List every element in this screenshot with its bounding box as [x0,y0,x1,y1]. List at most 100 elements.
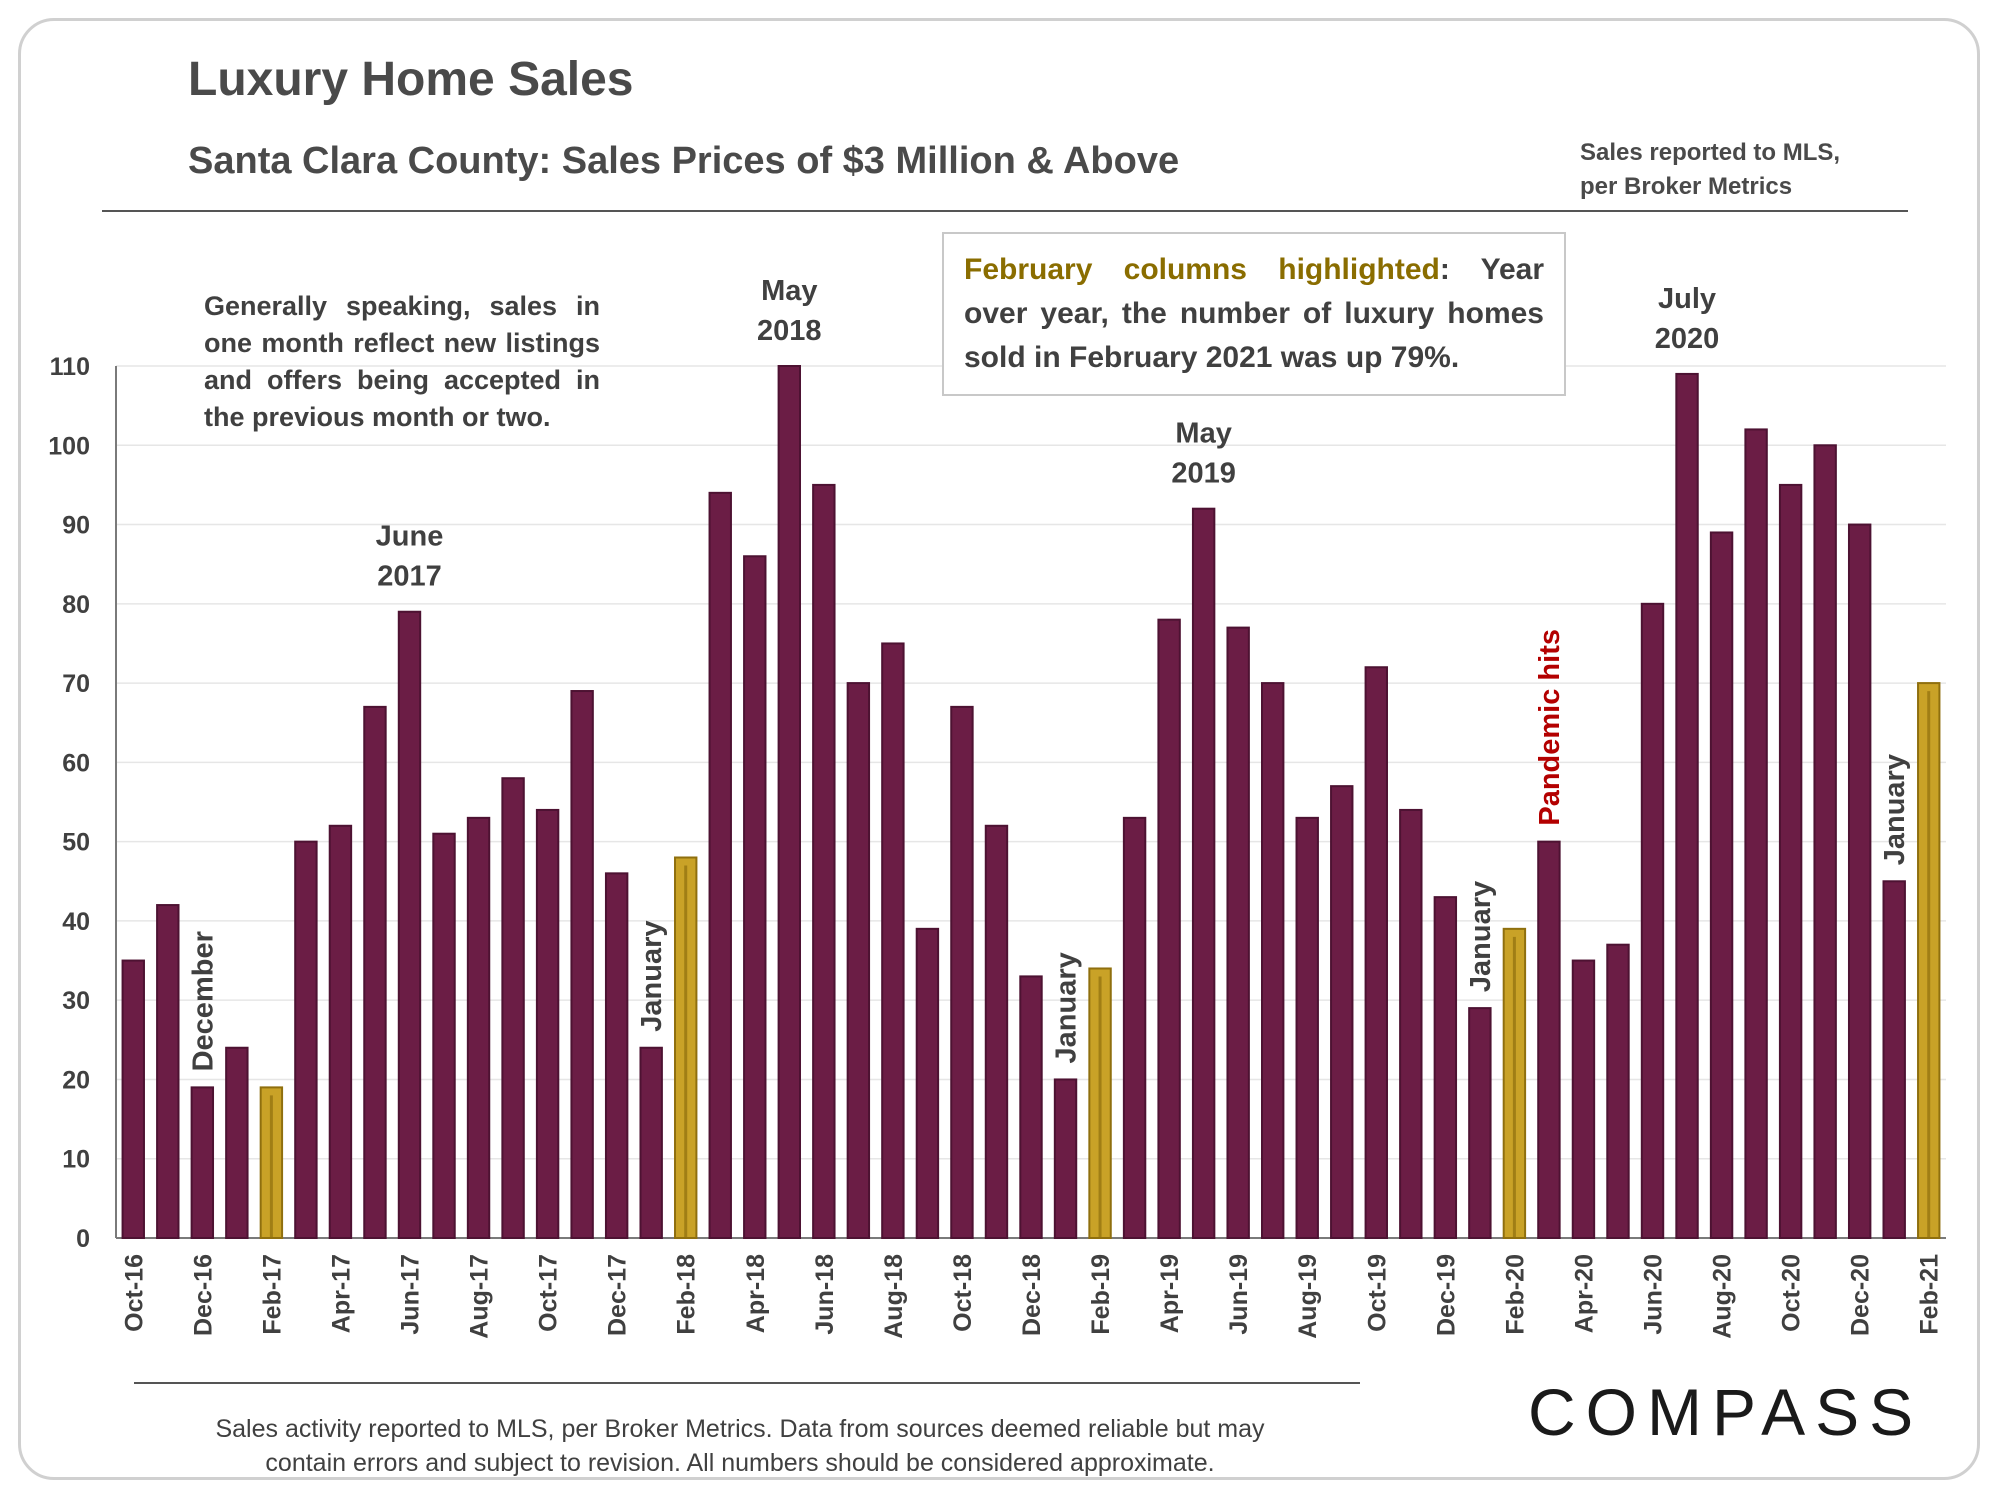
bar [1019,975,1043,1240]
header-divider [102,210,1908,212]
annotation-year-label: 2017 [377,561,442,593]
y-tick-label: 30 [62,987,90,1015]
x-tick-label: Jun-19 [1225,1254,1253,1335]
x-tick-label: Dec-19 [1432,1254,1460,1336]
x-tick-label: Jun-17 [396,1254,424,1335]
x-tick-label: Oct-18 [949,1254,977,1332]
bar [1053,1078,1078,1240]
bar [1640,602,1665,1239]
annotation-label: December [187,931,219,1071]
footer-line-2: contain errors and subject to revision. … [265,1449,1215,1477]
bar [294,840,318,1239]
footer-divider [134,1382,1360,1384]
x-tick-label: Dec-16 [189,1254,217,1336]
bar [1191,507,1216,1239]
x-tick-label: Feb-20 [1501,1254,1529,1335]
bar [1847,523,1872,1239]
bar [570,690,594,1239]
y-tick-label: 60 [62,749,90,777]
annotation-label: May [1175,418,1231,450]
bar [639,1046,663,1240]
x-tick-label: Jun-20 [1640,1254,1668,1335]
footer-disclaimer: Sales activity reported to MLS, per Brok… [150,1412,1330,1480]
x-tick-label: Aug-18 [880,1254,908,1339]
bar [156,904,180,1240]
y-tick-label: 110 [50,353,90,381]
left-note: Generally speaking, sales in one month r… [204,291,600,432]
bar [984,824,1009,1239]
bar [1122,816,1147,1239]
x-tick-label: Feb-21 [1916,1254,1944,1335]
bar [881,642,905,1239]
chart-subtitle: Santa Clara County: Sales Prices of $3 M… [188,140,1180,182]
bar [1226,626,1250,1239]
bar [1675,372,1699,1240]
annotation-year-label: 2020 [1655,323,1720,355]
x-tick-label: Apr-18 [742,1254,770,1333]
note-body-text: : Year over year, the number of luxury h… [964,253,1544,374]
x-tick-label: Jun-18 [811,1254,839,1335]
bar [1364,666,1388,1239]
note-highlight-text: February columns highlighted [964,253,1440,286]
x-tick-label: Apr-19 [1156,1254,1184,1333]
y-tick-label: 50 [62,829,90,857]
bar [432,832,456,1240]
annotation-label: January [1051,952,1083,1063]
y-tick-label: 10 [62,1146,90,1174]
annotation-label: January [636,921,668,1032]
bar [1468,1007,1492,1239]
y-tick-label: 70 [62,670,90,698]
bar [1778,483,1803,1239]
bar [1606,943,1630,1239]
bar [1295,816,1319,1239]
x-tick-label: Oct-17 [535,1254,563,1332]
y-tick-label: 80 [62,591,90,619]
x-tick-label: Aug-17 [466,1254,494,1339]
bar [708,491,732,1239]
bar [1330,785,1354,1239]
source-note: Sales reported to MLS, per Broker Metric… [1580,136,1900,204]
annotation-label: May [761,275,817,307]
bar [1709,531,1734,1239]
annotation-label: January [1465,881,1497,992]
bar [1813,444,1837,1240]
bar [1399,808,1423,1239]
chart-title: Luxury Home Sales [188,53,634,106]
bar [777,365,802,1239]
x-tick-label: Feb-19 [1087,1254,1115,1335]
bar [225,1046,249,1240]
february-note-box: February columns highlighted: Year over … [942,232,1566,396]
bar [121,959,145,1240]
annotation-year-label: 2019 [1171,458,1236,490]
bar [915,927,940,1239]
x-tick-label: Dec-20 [1847,1254,1875,1336]
x-tick-label: Aug-20 [1709,1254,1737,1339]
y-tick-label: 0 [76,1225,90,1253]
bar [950,705,974,1239]
bar [363,705,387,1239]
x-tick-label: Apr-20 [1570,1254,1598,1333]
bar [1571,959,1596,1240]
bar [1260,682,1285,1239]
bar [190,1086,215,1240]
x-tick-label: Dec-17 [604,1254,632,1336]
y-tick-label: 100 [48,432,90,460]
y-tick-label: 20 [62,1066,90,1094]
annotation-label: June [376,521,444,553]
bar [604,872,629,1239]
x-tick-label: Feb-17 [258,1254,286,1335]
compass-logo: COMPASS [1528,1375,1924,1449]
bar [466,816,491,1239]
y-tick-label: 90 [62,512,90,540]
x-tick-label: Oct-16 [120,1254,148,1332]
bar [1157,618,1181,1239]
source-line-2: per Broker Metrics [1580,173,1793,200]
annotation-label: January [1879,754,1911,865]
bar [812,483,836,1239]
annotation-label: Pandemic hits [1534,629,1566,826]
x-tick-label: Aug-19 [1294,1254,1322,1339]
bar [1882,880,1906,1239]
bar [846,682,871,1239]
bar [1433,896,1458,1239]
